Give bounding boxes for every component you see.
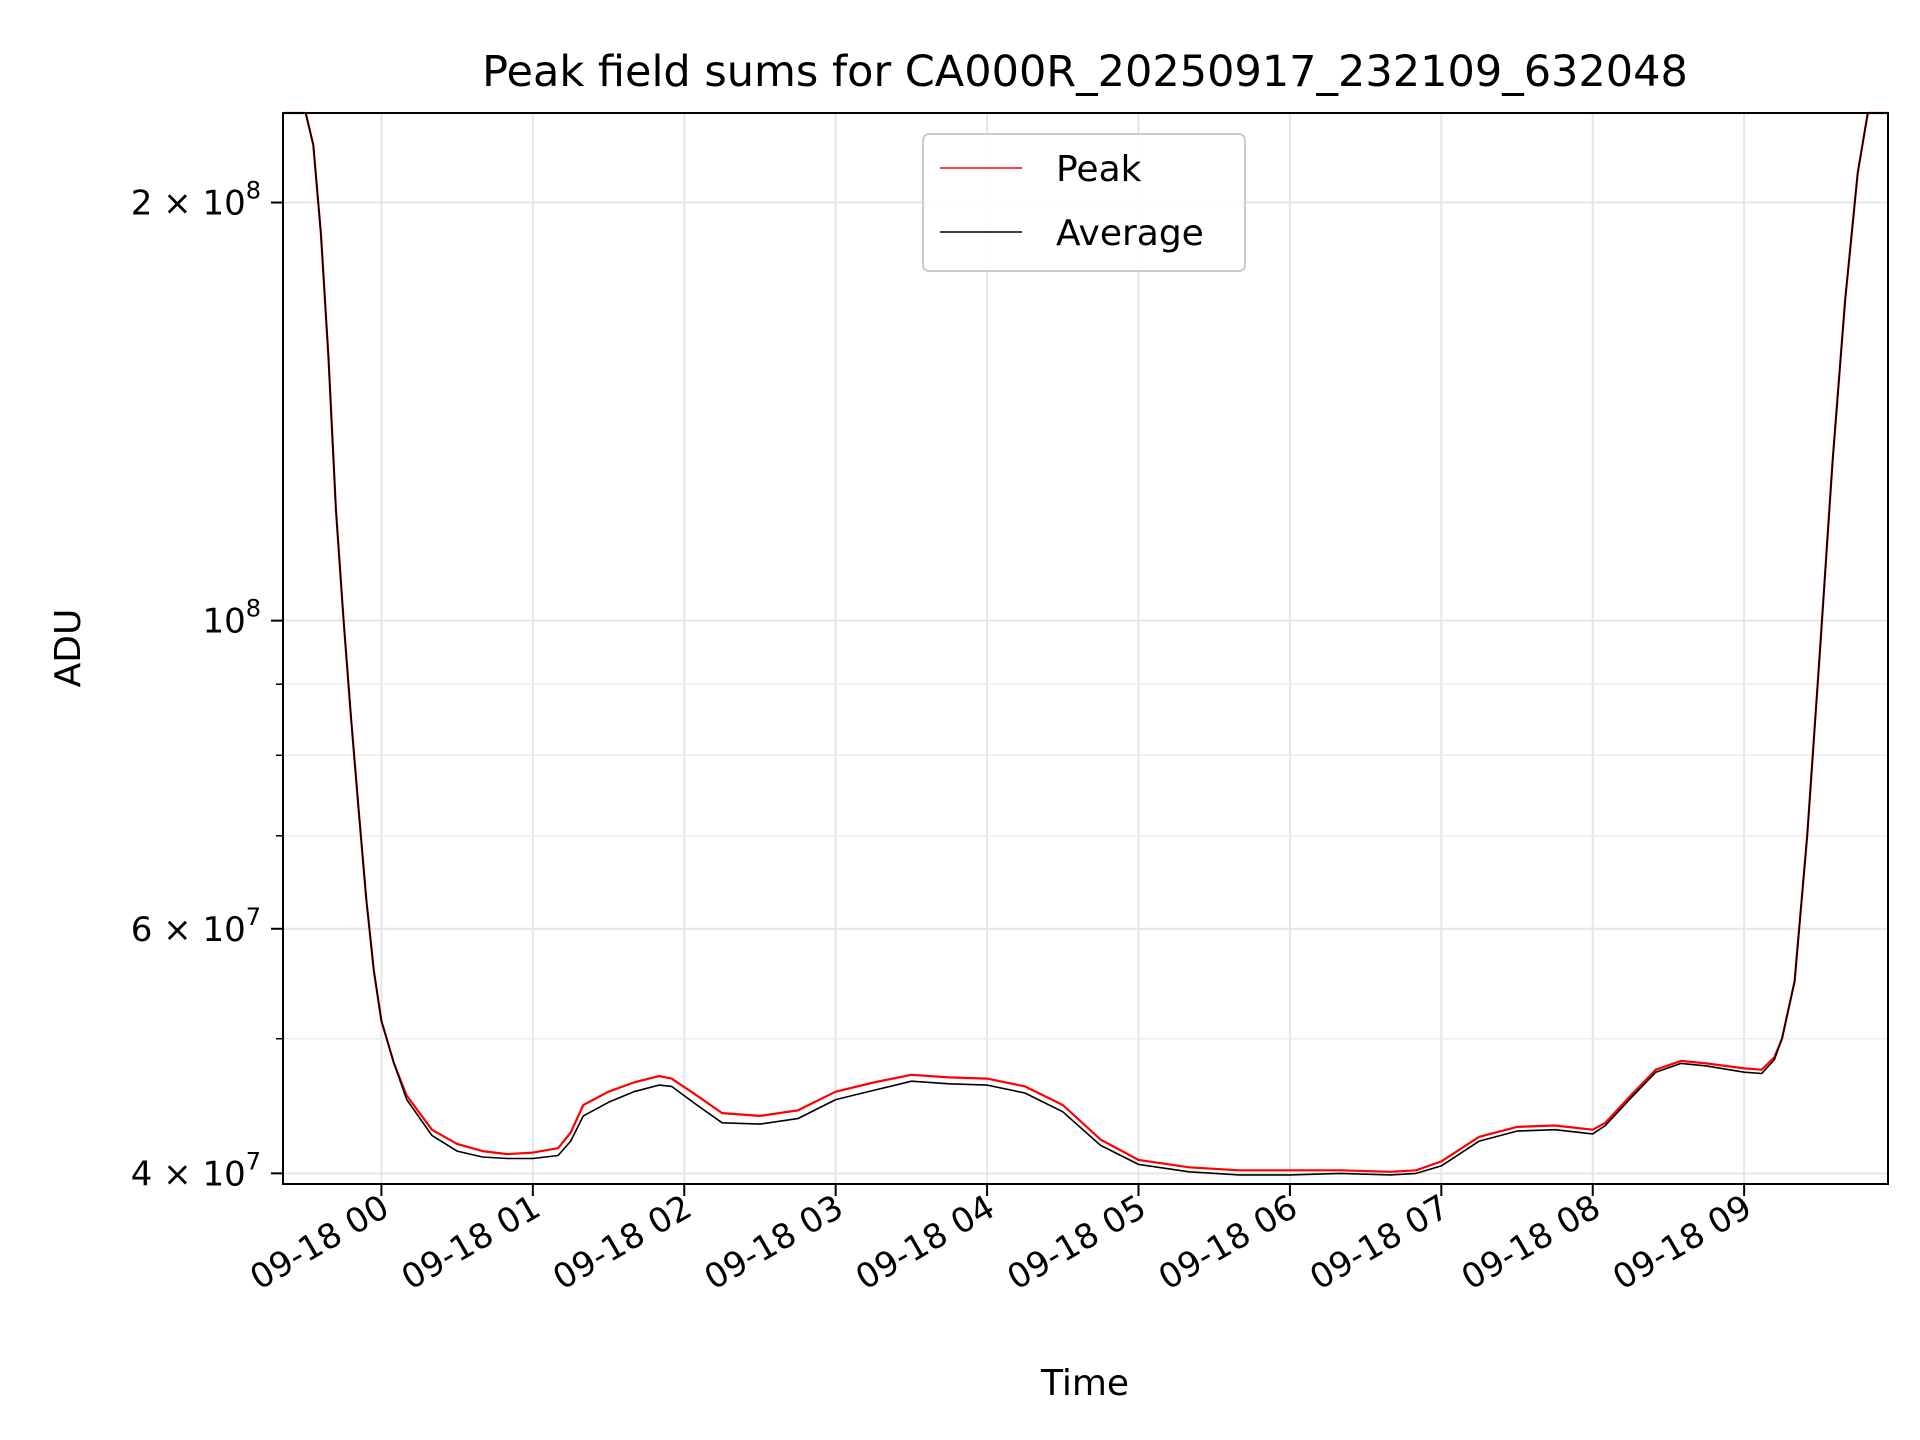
plot-lines (283, 111, 1888, 1176)
y-tick-label: 108 (202, 595, 261, 642)
series-line-average (283, 112, 1888, 1176)
y-axis-label: ADU (48, 609, 89, 688)
legend-label-average: Average (1056, 213, 1204, 254)
legend-label-peak: Peak (1056, 149, 1142, 190)
y-axis: 4 × 107 6 × 107 108 2 × 108 (131, 177, 283, 1194)
plot-frame (282, 112, 1889, 1185)
y-tick-label: 4 × 107 (131, 1147, 261, 1194)
chart-title: Peak field sums for CA000R_20250917_2321… (482, 47, 1688, 97)
y-tick-label: 6 × 107 (131, 903, 261, 950)
legend: Peak Average (922, 133, 1246, 272)
y-tick-label: 2 × 108 (131, 177, 261, 224)
x-axis-label: Time (1040, 1363, 1129, 1404)
